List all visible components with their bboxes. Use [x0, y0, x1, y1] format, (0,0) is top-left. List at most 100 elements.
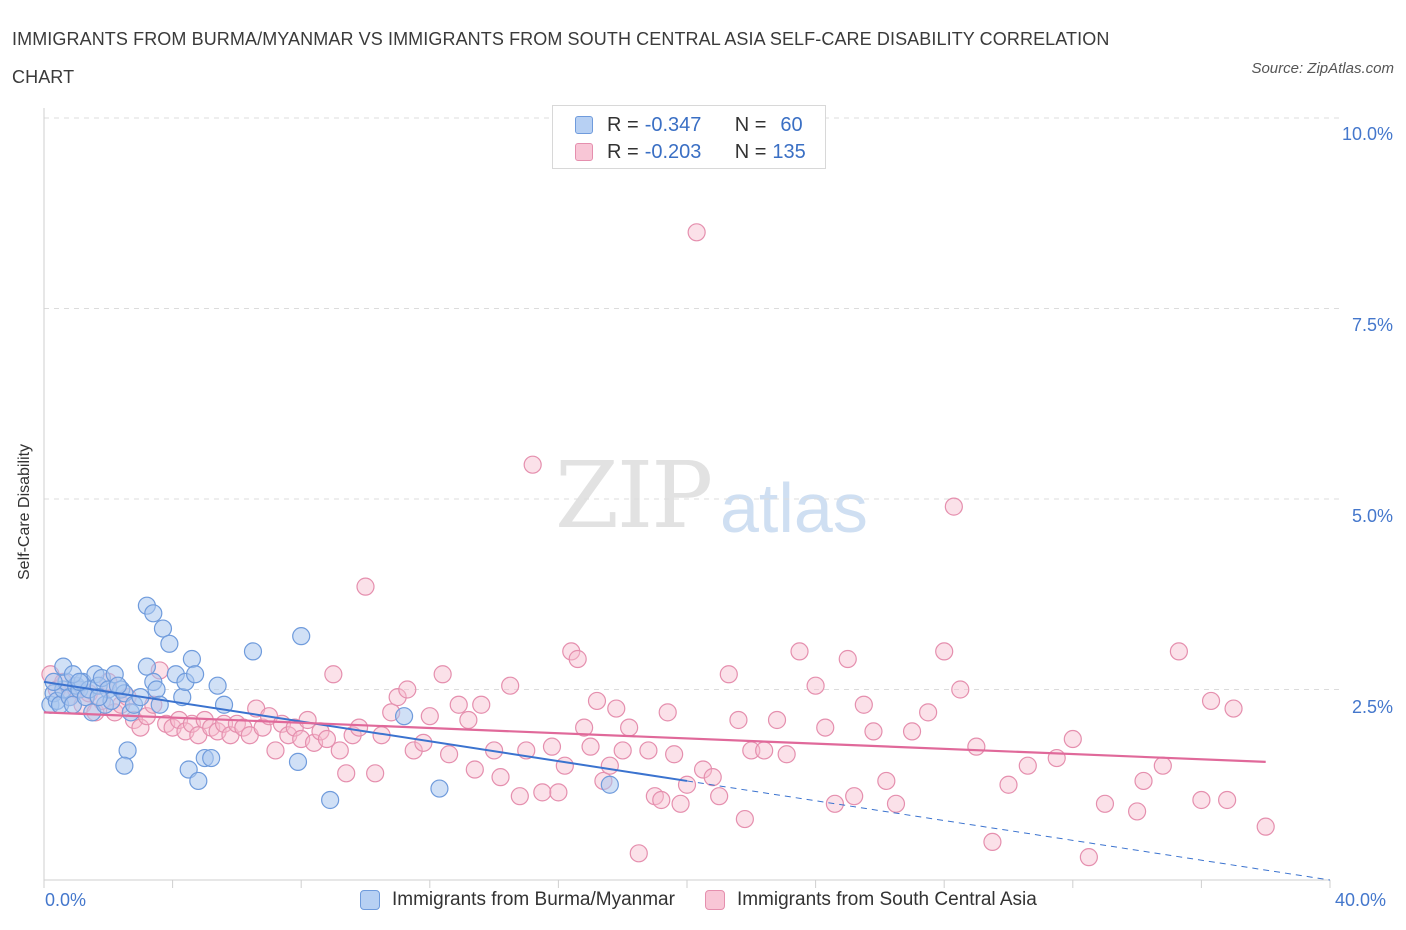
south-central-asia-point — [234, 718, 253, 737]
south-central-asia-point — [330, 741, 349, 760]
legend-row-burma: R = -0.347 N = 60 — [575, 112, 803, 138]
south-central-asia-point — [420, 707, 439, 726]
south-central-asia-point — [864, 722, 883, 741]
south-central-asia-point — [449, 695, 468, 714]
south-central-asia-point — [562, 642, 581, 661]
south-central-asia-point — [1095, 794, 1115, 813]
legend-swatch-pink — [575, 143, 593, 161]
south-central-asia-point — [677, 775, 697, 794]
south-central-asia-point — [671, 794, 690, 813]
south-central-asia-point — [317, 729, 337, 749]
legend-n-label: N = — [734, 140, 767, 163]
legend-r-label: R = — [607, 140, 639, 163]
south-central-asia-point — [266, 741, 285, 760]
south-central-asia-point — [491, 768, 510, 787]
burma-point — [394, 707, 414, 726]
south-central-asia-trend-line — [43, 711, 1266, 763]
chart-title: IMMIGRANTS FROM BURMA/MYANMAR VS IMMIGRA… — [12, 29, 1110, 87]
south-central-asia-point — [439, 745, 459, 764]
burma-point — [147, 680, 166, 699]
south-central-asia-point — [581, 737, 600, 756]
south-central-asia-point — [542, 737, 562, 756]
x-tick-label: 0.0% — [45, 890, 87, 910]
burma-point — [208, 676, 227, 695]
south-central-asia-point — [902, 722, 922, 741]
south-central-asia-point — [999, 775, 1018, 794]
south-central-asia-point — [1169, 642, 1188, 661]
south-central-asia-point — [398, 680, 417, 699]
burma-point — [321, 790, 340, 810]
south-central-asia-point — [967, 737, 986, 756]
y-tick-label: 2.5% — [1351, 697, 1393, 717]
south-central-asia-point — [719, 665, 738, 684]
south-central-asia-point — [459, 710, 478, 730]
y-tick-label: 7.5% — [1351, 315, 1393, 335]
south-central-asia-point — [790, 642, 809, 661]
south-central-asia-point — [568, 649, 587, 669]
south-central-asia-point — [366, 764, 385, 783]
legend-n-label: N = — [734, 113, 767, 136]
south-central-asia-point — [652, 790, 671, 810]
y-axis-label: Self-Care Disability — [16, 443, 33, 580]
burma-point — [182, 649, 201, 669]
burma-point — [137, 657, 156, 676]
legend-r-label: R = — [607, 113, 639, 136]
series-legend: Immigrants from Burma/Myanmar Immigrants… — [360, 889, 1067, 911]
south-central-asia-point — [600, 756, 619, 775]
south-central-asia-point — [710, 787, 729, 806]
burma-point — [160, 634, 179, 653]
south-central-asia-point — [935, 642, 954, 661]
south-central-asia-point — [587, 691, 607, 711]
south-central-asia-point — [523, 455, 542, 474]
south-central-asia-point — [349, 718, 369, 737]
south-central-asia-point — [1063, 729, 1082, 749]
burma-point — [186, 665, 205, 684]
south-central-asia-point — [877, 771, 896, 791]
south-central-asia-point — [1018, 756, 1037, 775]
south-central-asia-point — [1079, 848, 1098, 867]
south-central-asia-point — [629, 844, 648, 863]
south-central-asia-point — [854, 695, 873, 714]
south-central-asia-point — [816, 718, 835, 737]
legend-label: Immigrants from Burma/Myanmar — [392, 889, 675, 910]
south-central-asia-point — [510, 787, 529, 806]
south-central-asia-point — [687, 223, 706, 242]
burma-trend-extension — [686, 780, 1331, 881]
correlation-legend: R = -0.347 N = 60 R = -0.203 N = 135 — [552, 105, 826, 169]
south-central-asia-point — [983, 832, 1002, 852]
south-central-asia-point — [755, 741, 774, 760]
south-central-asia-point — [620, 718, 639, 737]
south-central-asia-point — [1224, 699, 1243, 718]
burma-point — [89, 688, 108, 707]
south-central-asia-point — [1192, 790, 1211, 810]
south-central-asia-point — [1134, 771, 1153, 791]
source-label: Source: ZipAtlas.com — [1251, 60, 1394, 77]
burma-point — [115, 756, 134, 775]
south-central-asia-point — [555, 756, 574, 775]
watermark-zip: ZIP — [555, 442, 713, 549]
legend-r-value: -0.203 — [644, 140, 702, 163]
south-central-asia-point — [465, 760, 484, 779]
south-central-asia-point — [501, 676, 520, 695]
south-central-asia-point — [253, 718, 272, 737]
burma-point — [292, 627, 311, 646]
south-central-asia-point — [1256, 817, 1275, 836]
burma-point — [189, 771, 208, 791]
legend-item-burma: Immigrants from Burma/Myanmar — [360, 889, 675, 911]
south-central-asia-point — [472, 695, 491, 714]
south-central-asia-point — [414, 733, 433, 752]
legend-r-value: -0.347 — [644, 113, 702, 136]
south-central-asia-point — [356, 577, 375, 596]
south-central-asia-point — [1218, 790, 1237, 810]
legend-item-south-central-asia: Immigrants from South Central Asia — [704, 889, 1037, 911]
burma-trend-line — [43, 680, 688, 782]
x-tick-label: 40.0% — [1335, 890, 1387, 910]
legend-swatch-blue — [360, 890, 380, 910]
south-central-asia-point — [575, 718, 594, 737]
south-central-asia-point — [607, 699, 626, 718]
south-central-asia-point — [533, 783, 552, 802]
legend-n-value: 60 — [780, 113, 803, 136]
burma-point — [600, 775, 619, 794]
south-central-asia-point — [825, 794, 844, 813]
